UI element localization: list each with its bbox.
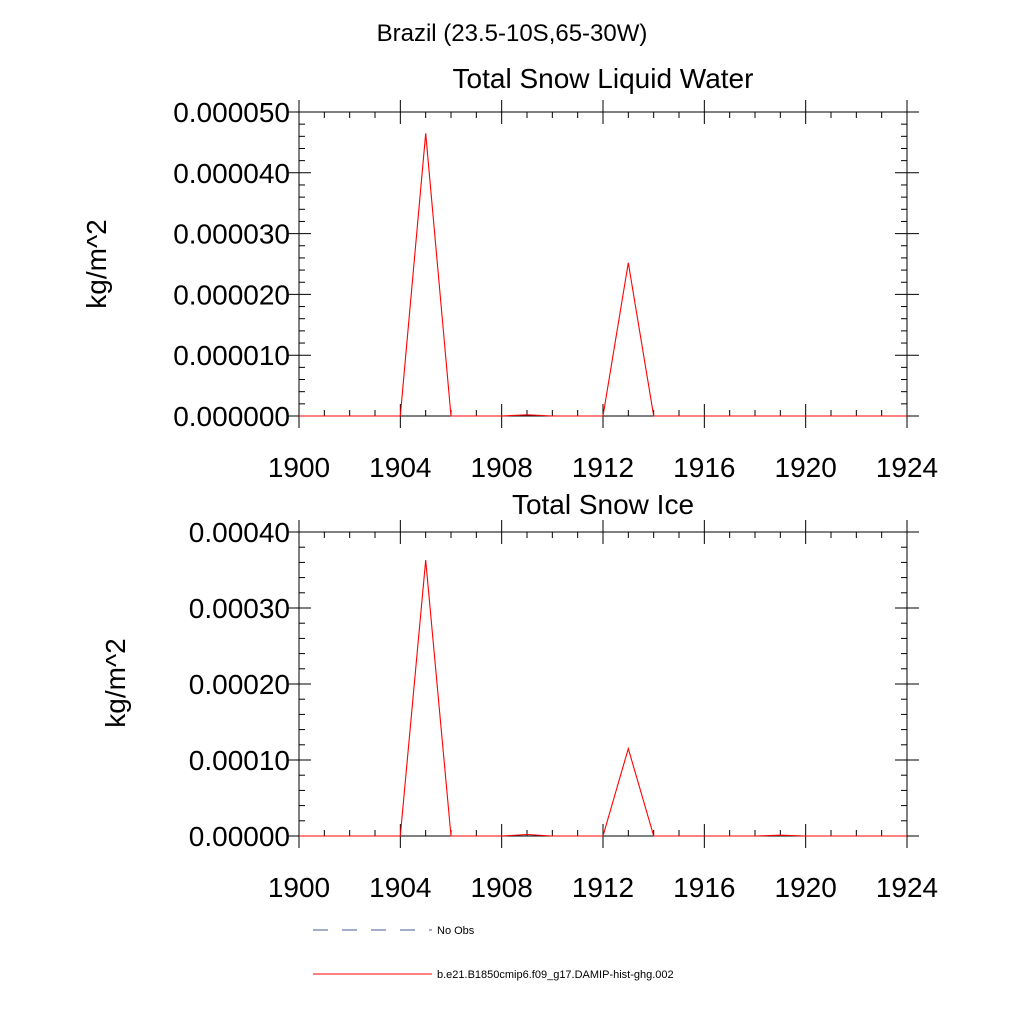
y-axis-label: kg/m^2	[81, 219, 112, 308]
chart-title: Total Snow Liquid Water	[453, 63, 754, 94]
x-tick-label: 1904	[369, 452, 431, 483]
plot-frame	[298, 111, 908, 417]
y-tick-label: 0.000050	[173, 97, 290, 128]
y-tick-label: 0.00040	[189, 517, 290, 548]
x-tick-label: 1908	[471, 452, 533, 483]
y-tick-label: 0.00020	[189, 669, 290, 700]
y-tick-label: 0.00010	[189, 745, 290, 776]
series-line	[299, 133, 907, 417]
x-tick-label: 1920	[775, 872, 837, 903]
x-tick-label: 1900	[268, 452, 330, 483]
series-line	[299, 560, 907, 837]
x-tick-label: 1904	[369, 872, 431, 903]
chart-title: Total Snow Ice	[512, 489, 694, 520]
y-axis-label: kg/m^2	[100, 638, 131, 727]
y-tick-label: 0.000000	[173, 401, 290, 432]
x-tick-label: 1912	[572, 872, 634, 903]
x-tick-label: 1912	[572, 452, 634, 483]
x-tick-label: 1924	[876, 872, 938, 903]
y-tick-label: 0.000040	[173, 158, 290, 189]
panel-snow-liquid-water: Total Snow Liquid Water kg/m^2 1900 1904 1…	[81, 63, 938, 483]
x-tick-label: 1924	[876, 452, 938, 483]
y-tick-label: 0.00030	[189, 593, 290, 624]
panel-snow-ice: Total Snow Ice kg/m^2 1900 1904 1908 1912 19…	[100, 489, 938, 903]
x-tick-label: 1900	[268, 872, 330, 903]
page-title: Brazil (23.5-10S,65-30W)	[377, 20, 648, 47]
y-tick-label: 0.000010	[173, 340, 290, 371]
y-tick-label: 0.00000	[189, 821, 290, 852]
x-tick-label: 1908	[471, 872, 533, 903]
x-tick-label: 1916	[673, 452, 735, 483]
plot-frame	[298, 531, 908, 837]
y-tick-label: 0.000020	[173, 279, 290, 310]
x-tick-label: 1920	[775, 452, 837, 483]
legend-label-model: b.e21.B1850cmip6.f09_g17.DAMIP-hist-ghg.…	[437, 969, 674, 981]
y-tick-label: 0.000030	[173, 219, 290, 250]
legend: No Obs b.e21.B1850cmip6.f09_g17.DAMIP-hi…	[313, 925, 674, 981]
x-tick-label: 1916	[673, 872, 735, 903]
legend-label-no-obs: No Obs	[437, 925, 475, 937]
